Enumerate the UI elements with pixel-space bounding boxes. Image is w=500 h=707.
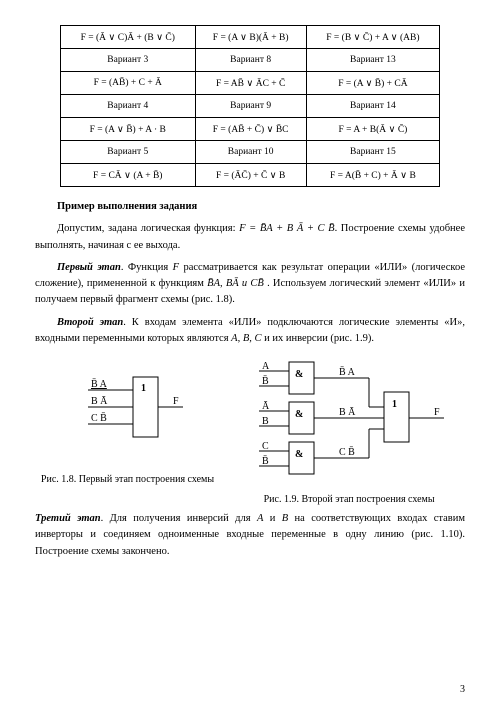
out-label: F [434, 407, 440, 418]
funcs: B̄A, BĀ и CB̄ [207, 278, 264, 289]
cell: F = (A ∨ B̄) + CĀ [306, 72, 439, 95]
or-label: 1 [392, 399, 397, 410]
cell: Вариант 13 [306, 49, 439, 72]
formula: F = B̄A + B Ā + C B̄ [239, 223, 334, 234]
caption-2: Рис. 1.9. Второй этап построения схемы [239, 494, 459, 505]
in: C [262, 441, 269, 452]
out: B̄ A [339, 366, 356, 378]
cell: F = (AB̄ + C̄) ∨ B̄C [195, 118, 306, 141]
cell: F = (A ∨ B̄) + A · B [61, 118, 196, 141]
variants-table: F = (Ā ∨ C)Ā + (B ∨ C̄)F = (A ∨ B)(Ā + B… [60, 25, 440, 187]
text: . Функция [121, 262, 173, 273]
in: B̄ [262, 455, 269, 467]
schematic-1: 1 B̄ A B Ā C B̄ F [63, 357, 193, 467]
cell: Вариант 3 [61, 49, 196, 72]
in-label: B Ā [91, 396, 108, 407]
caption-1: Рис. 1.8. Первый этап построения схемы [41, 474, 214, 485]
cell: Вариант 4 [61, 95, 196, 118]
diagram-1: 1 B̄ A B Ā C B̄ F Рис. 1.8. Первый этап … [41, 357, 214, 485]
in-label: B̄ A [91, 378, 108, 390]
text: . Для получения инверсий для [101, 513, 257, 524]
text: и [263, 513, 281, 524]
in: A [262, 361, 270, 372]
diagram-2: & A B̄ B̄ A & Ā B B Ā & C B̄ C B̄ 1 F Ри… [239, 357, 459, 505]
in: Ā [262, 401, 270, 412]
out-label: F [173, 396, 179, 407]
in: B [262, 416, 269, 427]
and-label: & [295, 369, 303, 380]
cell: F = (AB̄) + С + Ā [61, 72, 196, 95]
vars: A, В, С [231, 333, 261, 344]
cell: F = CĀ ∨ (A + B̄) [61, 164, 196, 187]
cell: F = AB̄ ∨ ĀC + C̄ [195, 72, 306, 95]
and-label: & [295, 449, 303, 460]
cell: F = (B ∨ C̄) + A ∨ (AB) [306, 26, 439, 49]
stage-label: Третий этап [35, 513, 101, 524]
out: B Ā [339, 407, 356, 418]
section-heading: Пример выполнения задания [35, 199, 465, 215]
in-label: C B̄ [91, 412, 107, 424]
cell: F = A(B̄ + C) + Ā ∨ B [306, 164, 439, 187]
gate-label: 1 [141, 383, 146, 394]
diagrams-row: 1 B̄ A B Ā C B̄ F Рис. 1.8. Первый этап … [35, 357, 465, 505]
text: Допустим, задана логическая функция: [57, 223, 239, 234]
cell: Вариант 8 [195, 49, 306, 72]
paragraph-3: Второй этап. К входам элемента «ИЛИ» под… [35, 315, 465, 348]
paragraph-2: Первый этап. Функция F рассматривается к… [35, 260, 465, 309]
out: C B̄ [339, 446, 355, 458]
paragraph-1: Допустим, задана логическая функция: F =… [35, 221, 465, 254]
cell: Вариант 9 [195, 95, 306, 118]
cell: Вариант 15 [306, 141, 439, 164]
cell: Вариант 5 [61, 141, 196, 164]
stage-label: Второй этап [57, 317, 123, 328]
cell: Вариант 14 [306, 95, 439, 118]
cell: F = A + B(Ā ∨ C̄) [306, 118, 439, 141]
cell: F = (Ā ∨ C)Ā + (B ∨ C̄) [61, 26, 196, 49]
cell: F = (ĀC̄) + C̄ ∨ B [195, 164, 306, 187]
text: и их инверсии (рис. 1.9). [262, 333, 374, 344]
schematic-2: & A B̄ B̄ A & Ā B B Ā & C B̄ C B̄ 1 F [239, 357, 459, 487]
page-number: 3 [460, 684, 465, 695]
paragraph-4: Третий этап. Для получения инверсий для … [35, 511, 465, 560]
stage-label: Первый этап [57, 262, 121, 273]
in: B̄ [262, 375, 269, 387]
cell: Вариант 10 [195, 141, 306, 164]
and-label: & [295, 409, 303, 420]
cell: F = (A ∨ B)(Ā + B) [195, 26, 306, 49]
